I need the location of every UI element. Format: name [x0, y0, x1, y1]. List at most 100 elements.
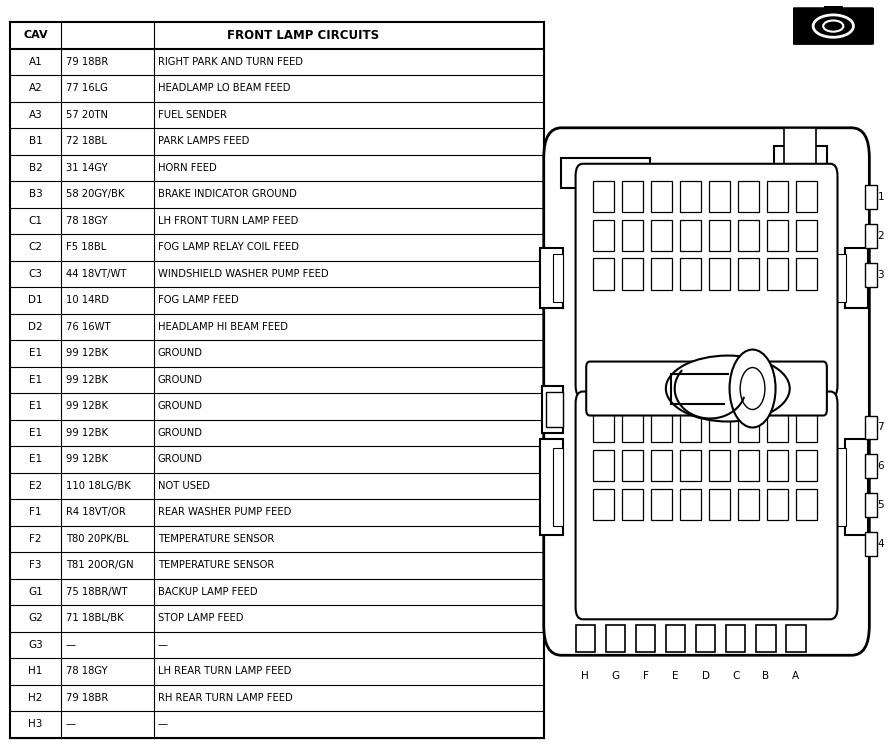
- Text: 4: 4: [877, 539, 884, 549]
- Bar: [666, 625, 685, 653]
- Text: —: —: [65, 720, 76, 729]
- Bar: [797, 450, 817, 481]
- Text: A3: A3: [29, 110, 42, 120]
- Text: FOG LAMP RELAY COIL FEED: FOG LAMP RELAY COIL FEED: [158, 242, 299, 253]
- Bar: [696, 625, 715, 653]
- Text: 99 12BK: 99 12BK: [65, 402, 108, 411]
- Text: G1: G1: [29, 587, 43, 597]
- Bar: [767, 489, 788, 521]
- Text: R4 18VT/OR: R4 18VT/OR: [65, 507, 125, 518]
- Bar: [651, 180, 672, 212]
- Text: RH REAR TURN LAMP FEED: RH REAR TURN LAMP FEED: [158, 693, 293, 703]
- Text: —: —: [65, 640, 76, 650]
- Text: T81 20OR/GN: T81 20OR/GN: [65, 560, 134, 571]
- Bar: [553, 448, 564, 527]
- Text: 31 14GY: 31 14GY: [65, 163, 108, 173]
- Ellipse shape: [666, 355, 789, 422]
- Text: F1: F1: [30, 507, 42, 518]
- Text: D1: D1: [29, 296, 43, 305]
- Text: GROUND: GROUND: [158, 402, 202, 411]
- Text: A2: A2: [29, 83, 42, 93]
- Text: H2: H2: [29, 693, 43, 703]
- Text: C: C: [732, 671, 739, 681]
- Text: G2: G2: [29, 613, 43, 624]
- Bar: [623, 259, 642, 290]
- Text: 10 14RD: 10 14RD: [65, 296, 108, 305]
- Text: C2: C2: [29, 242, 43, 253]
- Text: STOP LAMP FEED: STOP LAMP FEED: [158, 613, 244, 624]
- Bar: [767, 220, 788, 250]
- Text: 5: 5: [877, 501, 884, 510]
- Text: 44 18VT/WT: 44 18VT/WT: [65, 269, 126, 279]
- Bar: [593, 259, 614, 290]
- Bar: [726, 625, 745, 653]
- Text: 72 18BL: 72 18BL: [65, 136, 107, 147]
- Ellipse shape: [740, 367, 765, 410]
- Bar: [575, 625, 595, 653]
- Bar: [823, 5, 843, 13]
- Text: E1: E1: [29, 454, 42, 464]
- Bar: [797, 489, 817, 521]
- Bar: [710, 411, 730, 443]
- Text: B3: B3: [29, 189, 42, 200]
- Text: 6: 6: [877, 461, 884, 472]
- Bar: [553, 253, 564, 302]
- Text: E: E: [672, 671, 679, 681]
- Text: F5 18BL: F5 18BL: [65, 242, 106, 253]
- Text: HEADLAMP HI BEAM FEED: HEADLAMP HI BEAM FEED: [158, 322, 288, 332]
- Text: CAV: CAV: [23, 31, 48, 40]
- Text: 2: 2: [877, 231, 884, 241]
- Text: GROUND: GROUND: [158, 428, 202, 438]
- Bar: [651, 411, 672, 443]
- Bar: [738, 220, 759, 250]
- Bar: [562, 158, 650, 188]
- Text: HEADLAMP LO BEAM FEED: HEADLAMP LO BEAM FEED: [158, 83, 290, 93]
- Bar: [680, 450, 701, 481]
- Text: A: A: [792, 671, 799, 681]
- Text: 79 18BR: 79 18BR: [65, 57, 108, 67]
- Bar: [866, 493, 877, 517]
- Bar: [540, 247, 564, 308]
- Text: H3: H3: [29, 720, 43, 729]
- Bar: [866, 185, 877, 209]
- Bar: [593, 180, 614, 212]
- Bar: [797, 220, 817, 250]
- Bar: [786, 625, 806, 653]
- Bar: [838, 253, 847, 302]
- Bar: [680, 489, 701, 521]
- Bar: [797, 180, 817, 212]
- Text: NOT USED: NOT USED: [158, 481, 210, 491]
- Bar: [756, 625, 776, 653]
- Text: 1: 1: [877, 191, 884, 202]
- FancyBboxPatch shape: [586, 361, 827, 416]
- Bar: [593, 220, 614, 250]
- Bar: [680, 411, 701, 443]
- Text: LH REAR TURN LAMP FEED: LH REAR TURN LAMP FEED: [158, 667, 291, 676]
- Text: BACKUP LAMP FEED: BACKUP LAMP FEED: [158, 587, 257, 597]
- Text: PARK LAMPS FEED: PARK LAMPS FEED: [158, 136, 249, 147]
- Text: 77 16LG: 77 16LG: [65, 83, 108, 93]
- Text: T80 20PK/BL: T80 20PK/BL: [65, 534, 128, 544]
- Text: FRONT LAMP CIRCUITS: FRONT LAMP CIRCUITS: [227, 29, 379, 42]
- Bar: [738, 180, 759, 212]
- Bar: [710, 259, 730, 290]
- Text: FUEL SENDER: FUEL SENDER: [158, 110, 227, 120]
- Bar: [593, 450, 614, 481]
- Bar: [797, 411, 817, 443]
- Bar: [651, 450, 672, 481]
- Text: 99 12BK: 99 12BK: [65, 428, 108, 438]
- Bar: [680, 180, 701, 212]
- Bar: [623, 220, 642, 250]
- Text: HORN FEED: HORN FEED: [158, 163, 217, 173]
- Text: F: F: [642, 671, 649, 681]
- Text: TEMPERATURE SENSOR: TEMPERATURE SENSOR: [158, 560, 274, 571]
- Text: 99 12BK: 99 12BK: [65, 349, 108, 358]
- Bar: [738, 489, 759, 521]
- Text: —: —: [158, 720, 168, 729]
- Text: WINDSHIELD WASHER PUMP FEED: WINDSHIELD WASHER PUMP FEED: [158, 269, 329, 279]
- Bar: [651, 489, 672, 521]
- Text: C3: C3: [29, 269, 43, 279]
- Text: 78 18GY: 78 18GY: [65, 216, 108, 226]
- Text: FOG LAMP FEED: FOG LAMP FEED: [158, 296, 238, 305]
- Bar: [593, 489, 614, 521]
